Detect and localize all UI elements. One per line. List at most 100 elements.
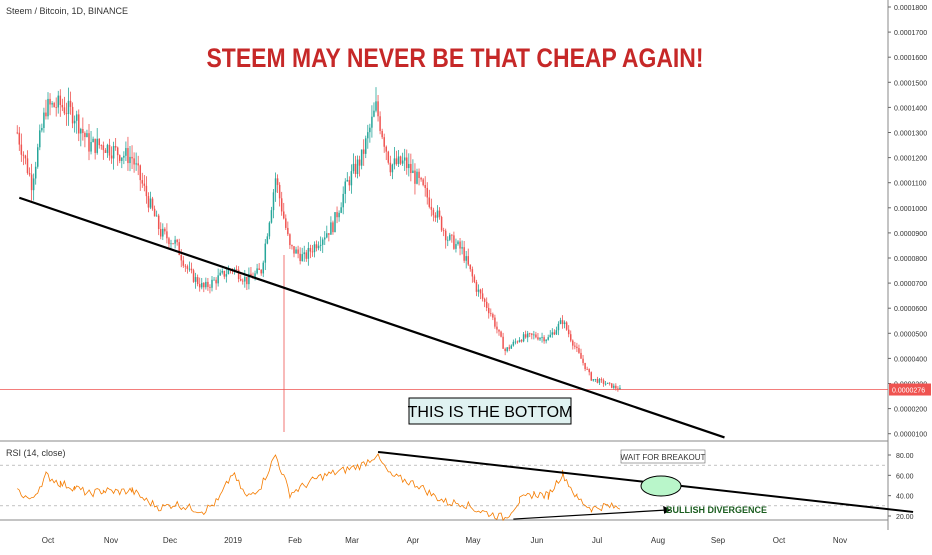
candle: [619, 385, 621, 390]
candle: [67, 87, 70, 126]
candle-body: [22, 154, 25, 156]
candle: [313, 241, 316, 258]
candle-body: [114, 146, 117, 148]
candle: [379, 111, 381, 135]
rsi-title: RSI (14, close): [6, 448, 66, 458]
candle: [59, 89, 62, 117]
candle-body: [205, 281, 207, 288]
candle: [276, 174, 279, 194]
candle: [383, 133, 385, 153]
candle: [20, 133, 23, 162]
candle-body: [119, 155, 121, 161]
candle: [543, 335, 545, 344]
candle-body: [578, 348, 580, 353]
candle: [272, 189, 275, 219]
candle: [395, 150, 398, 166]
candle-body: [82, 129, 84, 133]
candle-body: [580, 352, 582, 359]
candle-body: [96, 138, 98, 153]
candle-body: [123, 155, 125, 158]
candle-body: [469, 264, 472, 270]
candle: [342, 186, 344, 215]
candle: [438, 207, 441, 220]
candle: [110, 146, 113, 164]
candle-body: [490, 313, 492, 315]
candle-body: [274, 178, 277, 193]
candle: [594, 378, 597, 382]
candle: [520, 339, 523, 343]
price-tick-label: 0.0001200: [894, 156, 927, 163]
time-axis-label: Dec: [163, 536, 177, 545]
candle-body: [424, 185, 426, 188]
candle-body: [266, 236, 269, 244]
candle: [545, 339, 547, 344]
candle-body: [280, 198, 283, 212]
candle: [508, 344, 510, 352]
candle: [328, 233, 330, 242]
candle: [211, 276, 213, 292]
candle: [463, 240, 465, 263]
rsi-line: [17, 453, 621, 522]
candle: [88, 123, 90, 161]
candle: [565, 321, 568, 331]
candle: [37, 143, 39, 169]
candle: [406, 149, 408, 175]
candle: [578, 344, 580, 354]
candle: [131, 145, 133, 169]
candle-body: [381, 130, 383, 138]
candle-body: [239, 278, 242, 281]
candle: [160, 222, 162, 240]
candle: [162, 223, 164, 241]
candle-body: [201, 282, 203, 288]
candle-body: [53, 103, 55, 108]
candle: [529, 332, 531, 338]
candle-body: [67, 100, 70, 115]
price-tick-label: 0.0001400: [894, 105, 927, 112]
candle-body: [397, 156, 400, 165]
candle-body: [410, 163, 412, 174]
candle: [268, 221, 271, 240]
candle-body: [362, 149, 365, 154]
candle: [449, 232, 451, 242]
candle-body: [166, 231, 168, 239]
candle: [55, 97, 57, 117]
candle: [606, 382, 609, 384]
candle-body: [334, 212, 336, 233]
candle-body: [180, 254, 182, 261]
candle-body: [102, 145, 105, 151]
candle-body: [358, 159, 361, 166]
candle: [18, 126, 21, 151]
candle-body: [377, 101, 379, 117]
price-tick-label: 0.0000800: [894, 256, 927, 263]
candle-body: [106, 144, 109, 153]
candle: [365, 135, 367, 159]
candle-body: [545, 339, 547, 342]
candle-body: [211, 279, 213, 288]
candle-body: [233, 269, 236, 271]
candle-body: [170, 243, 172, 245]
candle-body: [137, 163, 139, 166]
candle: [65, 102, 68, 126]
candle-body: [559, 320, 562, 324]
candle-body: [244, 276, 246, 282]
candle-body: [360, 149, 363, 166]
price-pane: [0, 87, 888, 432]
candle: [172, 243, 174, 245]
candle: [338, 210, 340, 222]
candle-body: [529, 333, 531, 335]
candle: [78, 109, 80, 142]
candle-body: [293, 246, 295, 254]
candle: [467, 248, 469, 267]
candle-body: [147, 196, 150, 208]
candle-body: [215, 279, 217, 284]
candle: [537, 333, 539, 341]
price-tick-label: 0.0000400: [894, 356, 927, 363]
candle-body: [20, 144, 23, 155]
bottom-annotation-text: THIS IS THE BOTTOM: [408, 404, 573, 421]
candle-body: [602, 380, 605, 384]
candle-body: [299, 253, 301, 262]
candle-body: [178, 242, 180, 255]
candle-body: [451, 234, 453, 236]
candle: [188, 261, 191, 272]
